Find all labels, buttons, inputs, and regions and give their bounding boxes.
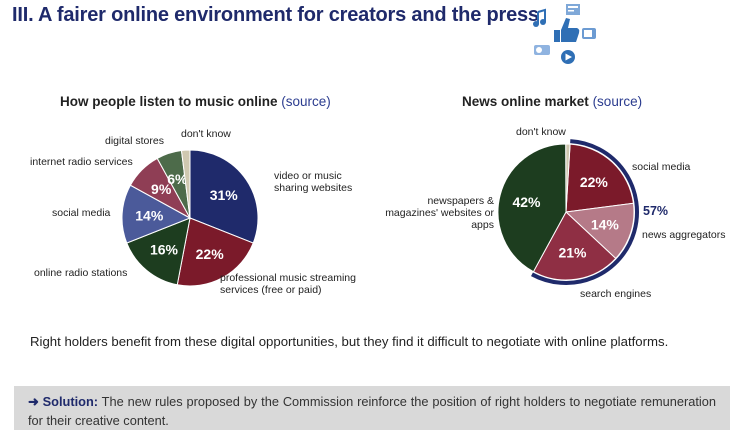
label-newspapers: newspapers & magazines' websites or apps [385,195,494,231]
solution-box: ➜ Solution: The new rules proposed by th… [14,386,730,430]
news-group-total: 57% [643,204,669,218]
news-chart-title-text: News online market [462,94,589,109]
pie1-value-label-4: 9% [151,181,172,197]
label-online-radio: online radio stations [34,267,128,279]
pie1-value-label-3: 14% [135,207,164,223]
label-streaming-services: professional music streaming services (f… [220,272,356,296]
pie1-slice-2 [126,217,191,286]
label-news-aggregators: news aggregators [642,229,726,241]
label-video-sharing: video or music sharing websites [274,170,353,194]
pie2-value-label-3: 42% [512,194,541,210]
page-title: III. A fairer online environment for cre… [12,4,539,26]
pie2-value-label-1: 14% [591,216,620,232]
newspaper-icon [566,4,580,15]
pie2-slice-2 [532,211,617,281]
news-pie-chart: 22% 14%21% 42% [497,139,639,285]
radio-icon [534,45,550,55]
news-source-link[interactable]: (source) [592,94,643,109]
news-chart-title: News online market (source) [462,94,642,109]
platforms-group-outline [531,139,639,285]
pie1-slice-0 [189,149,259,244]
music-chart-title: How people listen to music online (sourc… [60,94,331,109]
music-pie-chart: 31% 22% 16% 14% 9%6% [121,149,259,287]
pie2-slice-3 [497,143,567,273]
music-note-icon [533,8,546,27]
solution-label: ➜ Solution: [28,394,99,409]
play-icon [561,50,575,64]
pie2-slice-1 [564,202,635,260]
media-icons-cluster [533,4,596,64]
label-search-engines: search engines [580,288,652,300]
statement-text: Right holders benefit from these digital… [30,334,669,349]
label-social-media-news: social media [632,161,691,173]
pie1-value-label-5: 6% [167,171,188,187]
music-source-link[interactable]: (source) [281,94,331,109]
pie1-value-label-0: 31% [210,187,239,203]
label-digital-stores: digital stores [105,135,164,147]
music-chart-title-text: How people listen to music online [60,94,278,109]
solution-text: The new rules proposed by the Commission… [28,394,716,428]
thumbs-up-icon [554,18,580,42]
label-internet-radio: internet radio services [30,156,133,168]
pie1-value-label-1: 22% [196,246,225,262]
pie2-slice-0 [565,143,634,213]
pie1-slice-3 [121,184,192,244]
pie1-value-label-2: 16% [150,241,179,257]
pie2-slice-4 [565,143,571,213]
tv-icon [582,28,596,39]
pie2-value-label-0: 22% [580,174,609,190]
label-social-media-music: social media [52,207,111,219]
pie2-value-label-2: 21% [558,244,587,260]
pie1-slice-6 [180,149,191,219]
label-dont-know-news: don't know [516,126,566,138]
label-dont-know-music: don't know [181,128,231,140]
pie1-slice-1 [176,217,254,287]
